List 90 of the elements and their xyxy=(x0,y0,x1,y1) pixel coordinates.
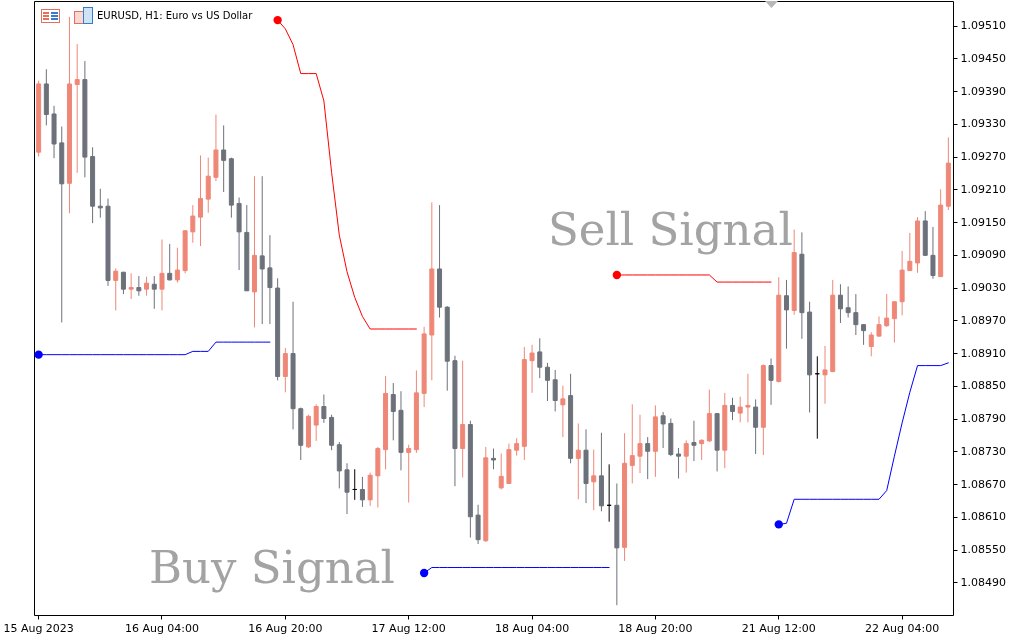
x-tick-label: 17 Aug 12:00 xyxy=(371,621,446,635)
candlestick xyxy=(128,272,134,300)
point xyxy=(774,520,783,529)
candlestick xyxy=(645,436,651,480)
x-tick-label: 21 Aug 12:00 xyxy=(741,621,816,635)
candlestick xyxy=(221,124,227,193)
y-tick-label: 1.08910 xyxy=(960,346,1006,360)
x-tick-label: 16 Aug 04:00 xyxy=(124,621,200,635)
annotation: Sell Signal xyxy=(548,203,793,256)
candlestick xyxy=(853,293,859,336)
candlestick xyxy=(205,157,211,214)
y-tick-label: 1.08490 xyxy=(960,575,1006,589)
candlestick xyxy=(174,247,180,284)
candlestick xyxy=(591,449,597,511)
y-tick-label: 1.08730 xyxy=(960,444,1006,458)
candlestick xyxy=(313,403,319,442)
y-tick-label: 1.09510 xyxy=(960,19,1006,33)
y-tick-label: 1.09210 xyxy=(960,182,1006,196)
candlestick xyxy=(544,362,550,402)
candlestick xyxy=(891,301,897,344)
x-tick-label: 15 Aug 2023 xyxy=(3,621,74,635)
y-tick-label: 1.08970 xyxy=(960,313,1006,327)
y-tick-label: 1.09030 xyxy=(960,281,1006,295)
y-tick-label: 1.09450 xyxy=(960,51,1006,65)
point xyxy=(34,350,43,359)
candlestick xyxy=(575,422,581,500)
candlestick xyxy=(691,420,697,462)
y-tick-label: 1.08670 xyxy=(960,477,1006,491)
candlestick xyxy=(837,283,843,324)
candlestick xyxy=(845,285,851,319)
candlestick xyxy=(629,403,635,484)
candlestick xyxy=(406,444,412,504)
candlestick xyxy=(74,43,80,174)
candlestick xyxy=(359,476,365,508)
candlestick xyxy=(390,382,396,441)
point xyxy=(419,568,429,578)
candlestick xyxy=(676,447,682,480)
candlestick xyxy=(822,345,828,405)
x-tick-label: 22 Aug 04:00 xyxy=(865,621,940,635)
candlestick xyxy=(884,293,890,328)
candlestick xyxy=(660,411,666,449)
candlestick xyxy=(930,226,936,280)
candlestick xyxy=(861,323,867,346)
candlestick xyxy=(783,279,789,350)
candlestick xyxy=(267,234,273,325)
x-tick-label: 16 Aug 20:00 xyxy=(248,621,323,635)
candlestick xyxy=(907,232,913,272)
y-tick-label: 1.09330 xyxy=(960,117,1006,131)
y-tick-label: 1.08550 xyxy=(960,543,1006,557)
candlestick xyxy=(753,398,759,455)
x-tick-label: 18 Aug 04:00 xyxy=(494,621,570,635)
text: EURUSD, H1: Euro vs US Dollar xyxy=(97,10,254,21)
point xyxy=(273,15,282,25)
candlestick xyxy=(167,243,173,281)
y-tick-label: 1.08850 xyxy=(960,379,1006,393)
candlestick xyxy=(344,462,350,515)
candlestick xyxy=(699,438,705,461)
candlestick xyxy=(768,357,774,406)
point xyxy=(612,270,622,280)
candlestick xyxy=(560,385,566,438)
candlestick xyxy=(868,331,874,357)
candlestick xyxy=(552,369,558,412)
annotation: Buy Signal xyxy=(149,541,396,594)
candlestick xyxy=(136,275,142,297)
x-tick-label: 18 Aug 20:00 xyxy=(618,621,693,635)
candlestick xyxy=(259,175,265,325)
y-tick-label: 1.09390 xyxy=(960,84,1006,98)
candlestick xyxy=(876,315,882,338)
y-tick-label: 1.09270 xyxy=(960,150,1006,164)
candlestick xyxy=(529,344,535,394)
candlestick xyxy=(159,239,165,311)
candlestick xyxy=(730,397,735,421)
y-tick-label: 1.09150 xyxy=(960,215,1006,229)
candlestick xyxy=(491,448,496,470)
candlestick xyxy=(151,275,157,310)
candlestick xyxy=(683,439,689,474)
candlestick xyxy=(282,347,288,393)
candlestick xyxy=(537,337,543,379)
candlestick xyxy=(321,394,327,424)
y-tick-label: 1.08790 xyxy=(960,412,1006,426)
candlestick xyxy=(198,154,204,247)
y-tick-label: 1.09090 xyxy=(960,248,1006,262)
candlestick xyxy=(113,267,119,311)
candlestick xyxy=(190,204,196,244)
y-tick-label: 1.08610 xyxy=(960,510,1006,524)
candlestick xyxy=(737,396,743,423)
candlestick xyxy=(745,373,751,423)
candlestick xyxy=(144,276,150,297)
candlestick xyxy=(498,452,504,490)
candlestick xyxy=(637,414,643,474)
